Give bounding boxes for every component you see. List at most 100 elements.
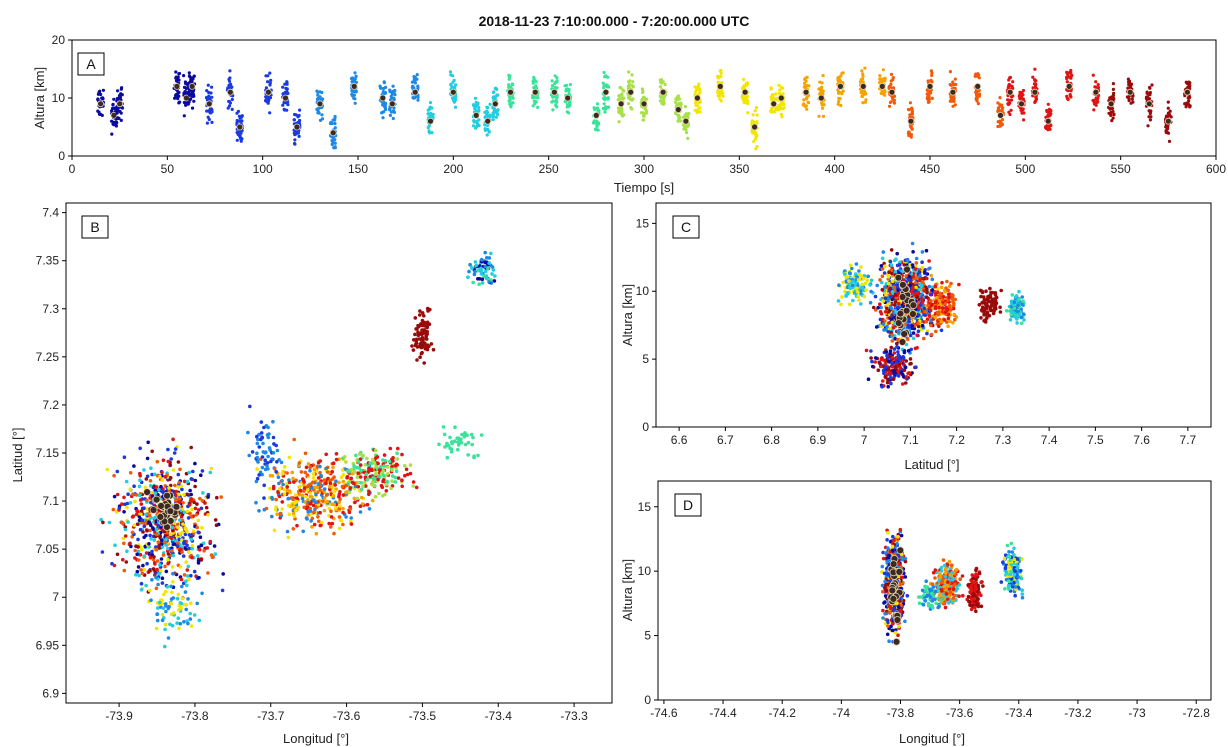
panel-b-source: [188, 611, 192, 616]
panel-b-source: [135, 522, 140, 526]
panel-c-source: [888, 294, 893, 299]
panel-b-xtick-label: -73.3: [560, 709, 588, 723]
panel-b-source: [384, 489, 389, 493]
panel-a-source: [696, 104, 700, 108]
panel-b-source: [437, 442, 441, 447]
panel-b-source: [179, 547, 183, 552]
panel-b-source: [160, 612, 165, 617]
panel-a-source: [473, 96, 477, 100]
panel-b-source: [282, 492, 287, 497]
figure-title: 2018-11-23 7:10:00.000 - 7:20:00.000 UTC: [479, 13, 750, 29]
panel-a-source: [331, 136, 335, 140]
panel-b-source: [157, 543, 161, 548]
panel-b-source: [359, 468, 364, 473]
panel-a-source: [1065, 75, 1069, 79]
panel-b-source: [136, 537, 140, 542]
panel-b-source: [145, 561, 149, 566]
panel-c-source: [922, 270, 927, 274]
panel-b-source: [185, 583, 189, 588]
panel-a-source: [235, 138, 239, 142]
panel-a-flash-marker: [997, 112, 1004, 119]
panel-b-source: [484, 276, 489, 281]
panel-a-flash-marker: [682, 117, 690, 125]
panel-b-source: [271, 435, 276, 440]
panel-c-source: [880, 256, 885, 261]
panel-c-source: [925, 295, 929, 300]
panel-b-source: [170, 549, 174, 553]
panel-b-source: [152, 555, 156, 559]
panel-b-source: [313, 500, 318, 505]
panel-a-source: [751, 113, 755, 117]
panel-a-xtick-label: 550: [1111, 162, 1131, 176]
panel-b-xlabel: Longitud [°]: [283, 731, 349, 746]
panel-b-source: [280, 507, 285, 511]
panel-b-source: [248, 404, 252, 409]
panel-a-source: [1007, 110, 1011, 114]
panel-a-source: [210, 95, 214, 99]
panel-b-source: [379, 483, 384, 488]
panel-c-source: [882, 328, 886, 332]
panel-b-source: [298, 484, 302, 489]
panel-a-source: [925, 96, 930, 100]
panel-b-source: [185, 574, 190, 578]
panel-b-source: [450, 440, 454, 444]
panel-b-source: [257, 445, 262, 449]
panel-a-source: [1149, 115, 1153, 119]
panel-b-source: [314, 492, 318, 497]
panel-a-flash-marker: [617, 100, 625, 108]
panel-b-source: [262, 496, 266, 500]
panel-b-flash-marker: [143, 488, 152, 497]
panel-a-source: [509, 105, 513, 109]
panel-b-source: [358, 475, 363, 479]
panel-a-flash-marker: [97, 100, 104, 108]
panel-b-source: [179, 606, 184, 610]
panel-b-source: [171, 596, 176, 600]
panel-b-source: [460, 432, 464, 437]
panel-a-source: [627, 82, 631, 86]
panel-b-source: [189, 537, 194, 542]
panel-a-source: [191, 92, 196, 97]
panel-a-flash-marker: [205, 100, 213, 108]
panel-a-source: [352, 93, 356, 97]
panel-b-source: [306, 513, 311, 517]
panel-b-source: [146, 440, 150, 445]
panel-c-source: [890, 333, 894, 337]
panel-b-source: [185, 509, 190, 514]
panel-b-source: [189, 477, 194, 481]
panel-a-source: [550, 100, 554, 104]
panel-b-source: [448, 435, 452, 440]
panel-a-flash-marker: [602, 88, 610, 96]
panel-b-source: [163, 602, 168, 606]
panel-b-source: [350, 480, 355, 485]
panel-b-source: [178, 518, 182, 522]
panel-a-source: [476, 122, 480, 126]
panel-a-source: [1107, 111, 1111, 115]
panel-a-source: [282, 107, 286, 111]
panel-a-source: [187, 71, 191, 75]
panel-b-source: [160, 490, 165, 494]
panel-a-flash-marker: [491, 100, 499, 108]
panel-b-source: [174, 489, 178, 494]
panel-b-source: [157, 571, 161, 576]
panel-b-source: [125, 505, 129, 510]
panel-b-source: [261, 450, 266, 454]
panel-a-source: [239, 131, 243, 135]
panel-c-source: [887, 281, 891, 286]
panel-a-source: [188, 98, 192, 102]
panel-c-source: [916, 329, 921, 334]
panel-a-source: [174, 76, 178, 80]
panel-b-source: [179, 601, 184, 606]
panel-a-flash-marker: [1092, 88, 1100, 96]
panel-a-source: [1046, 113, 1050, 117]
panel-b-source: [171, 580, 175, 584]
panel-a-source: [268, 111, 272, 115]
panel-a-source: [697, 82, 701, 86]
panel-a-source: [484, 127, 488, 131]
panel-c-source: [837, 283, 841, 288]
panel-c-source: [845, 291, 850, 295]
panel-b-source: [297, 461, 302, 465]
panel-a-source: [391, 84, 395, 88]
panel-a-source: [230, 107, 234, 111]
panel-b-source: [334, 457, 339, 462]
panel-c-source: [853, 272, 858, 276]
